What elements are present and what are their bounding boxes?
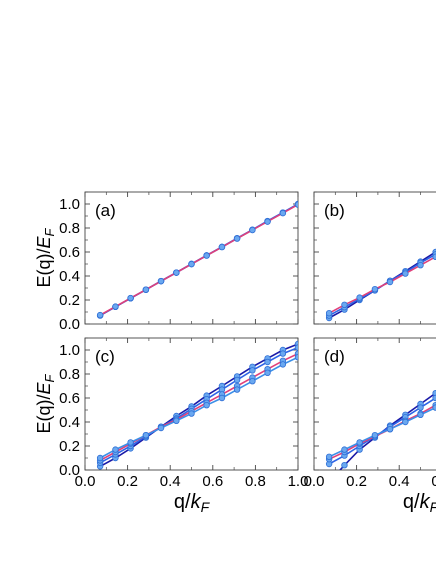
- series-group: [325, 248, 436, 322]
- panel-3: 0.0 0.2 0.4 0.6 0.8 1.0 0.0 0.2 0.4 0.6 0.8 1.0 (c) E…: [34, 337, 309, 515]
- x-tick-label: 0.6: [431, 473, 436, 490]
- y-tick-label: 0.4: [59, 414, 80, 431]
- y-tick-label: 0.6: [59, 390, 80, 407]
- data-point: [203, 402, 210, 409]
- panel-4: 0.00.20.40.60.81.0(d)q/kF: [304, 337, 436, 515]
- data-point: [294, 344, 298, 351]
- data-point: [279, 350, 287, 357]
- data-point: [356, 294, 363, 301]
- data-point: [386, 426, 394, 433]
- x-axis-label: q/kF: [403, 491, 436, 515]
- data-point: [279, 209, 287, 217]
- data-point: [417, 404, 424, 411]
- data-point: [142, 286, 150, 293]
- y-tick-label: 1.0: [59, 196, 80, 213]
- data-point: [127, 294, 134, 302]
- panel-label: (a): [95, 201, 116, 220]
- data-point: [356, 439, 363, 446]
- data-point: [127, 439, 134, 446]
- data-point: [173, 417, 180, 424]
- data-point: [402, 270, 409, 277]
- data-point: [96, 311, 104, 319]
- data-point: [325, 310, 333, 317]
- data-point: [233, 376, 241, 384]
- data-point: [371, 432, 379, 439]
- x-tick-label: 0.0: [75, 473, 96, 490]
- data-point: [249, 226, 256, 234]
- panel-label: (c): [95, 347, 115, 366]
- data-point: [264, 218, 271, 225]
- panel-label: (b): [324, 201, 345, 220]
- x-tick-label: 0.4: [160, 473, 181, 490]
- data-point: [386, 278, 394, 286]
- data-point: [325, 453, 333, 460]
- panels: 0.0 0.2 0.4 0.6 0.8 1.0 (a) E(q)/EF (b) 0.0 0.2 0.4…: [34, 191, 436, 515]
- y-tick-label: 0.2: [59, 438, 80, 455]
- x-tick-label: 0.0: [304, 473, 325, 490]
- data-point: [326, 479, 332, 485]
- series-group: [96, 340, 298, 470]
- data-point: [264, 369, 271, 376]
- data-point: [294, 201, 298, 208]
- y-tick-label: 0.0: [59, 316, 80, 333]
- x-tick-label: 0.8: [245, 473, 266, 490]
- panel-2: (b): [313, 191, 436, 325]
- x-tick-label: 0.2: [346, 473, 367, 490]
- data-point: [203, 252, 210, 259]
- data-point: [341, 301, 348, 308]
- data-point: [112, 446, 119, 453]
- data-point: [218, 243, 226, 251]
- y-axis-label: E(q)/EF: [34, 227, 57, 287]
- y-tick-label: 0.8: [59, 366, 80, 383]
- data-point: [218, 394, 226, 402]
- data-point: [112, 303, 119, 310]
- series-group: [96, 200, 298, 319]
- data-point: [142, 432, 150, 439]
- y-axis-label: E(q)/EF: [34, 373, 57, 433]
- data-point: [417, 262, 424, 269]
- data-point: [233, 235, 241, 242]
- x-axis-label: q/kF: [174, 491, 211, 515]
- y-tick-label: 0.6: [59, 244, 80, 261]
- x-tick-label: 0.6: [202, 473, 223, 490]
- data-point: [249, 367, 256, 374]
- y-tick-label: 0.8: [59, 220, 80, 237]
- y-tick-label: 0.4: [59, 268, 80, 285]
- data-point: [233, 386, 241, 393]
- data-point: [249, 378, 256, 385]
- data-point: [371, 286, 379, 293]
- data-point: [96, 454, 104, 462]
- data-point: [341, 462, 348, 469]
- data-point: [264, 358, 271, 366]
- data-point: [188, 410, 195, 417]
- data-point: [157, 277, 165, 285]
- panel-1: 0.0 0.2 0.4 0.6 0.8 1.0 (a) E(q)/EF: [34, 191, 299, 333]
- series-group: [325, 390, 436, 485]
- y-tick-label: 1.0: [59, 342, 80, 359]
- data-point: [188, 260, 195, 268]
- data-point: [294, 354, 298, 361]
- data-point: [402, 418, 409, 426]
- x-tick-label: 1.0: [288, 473, 309, 490]
- y-tick-label: 0.2: [59, 292, 80, 309]
- x-tick-label: 0.4: [389, 473, 410, 490]
- y-tick-label: 0.0: [59, 462, 80, 479]
- data-point: [173, 269, 180, 276]
- x-tick-label: 0.2: [117, 473, 138, 490]
- data-point: [341, 446, 348, 453]
- data-point: [157, 424, 165, 432]
- data-point: [279, 361, 287, 368]
- data-point: [417, 411, 424, 418]
- panel-label: (d): [324, 347, 345, 366]
